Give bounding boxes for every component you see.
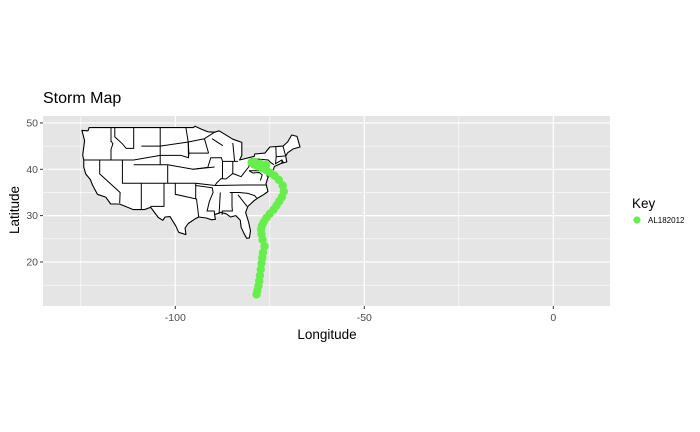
state-border xyxy=(195,185,216,215)
state-border xyxy=(204,131,215,140)
state-border xyxy=(150,183,165,207)
x-axis: -100 -50 0 xyxy=(165,306,556,324)
state-border xyxy=(274,156,284,165)
storm-point xyxy=(260,242,269,251)
legend-series-label: AL182012 xyxy=(648,216,685,225)
storm-track-points xyxy=(247,157,288,299)
us-outline xyxy=(81,125,301,239)
legend: Key AL182012 xyxy=(632,196,685,225)
state-border xyxy=(110,127,114,160)
state-border xyxy=(187,141,190,154)
state-border xyxy=(141,138,205,147)
legend-title: Key xyxy=(632,196,656,211)
legend-key-dot xyxy=(633,216,641,224)
state-border xyxy=(221,192,233,215)
state-border xyxy=(214,160,250,186)
state-border xyxy=(237,194,248,207)
y-axis: 20 30 40 50 xyxy=(26,117,43,268)
state-border xyxy=(276,155,286,158)
y-tick-label: 50 xyxy=(26,117,38,129)
state-border xyxy=(114,127,135,149)
state-border xyxy=(211,138,224,147)
state-border xyxy=(229,192,257,199)
y-tick-label: 30 xyxy=(26,210,38,222)
storm-point xyxy=(261,160,271,170)
state-border xyxy=(174,183,200,218)
chart-title: Storm Map xyxy=(43,90,121,107)
storm-point xyxy=(258,248,268,257)
state-border xyxy=(248,170,263,181)
state-border xyxy=(207,157,238,168)
state-border xyxy=(193,166,208,170)
us-state-map xyxy=(81,125,301,239)
x-tick-label: 0 xyxy=(550,312,556,324)
y-tick-label: 20 xyxy=(26,256,38,268)
state-border xyxy=(99,160,121,204)
y-tick-label: 40 xyxy=(26,164,38,176)
y-axis-title: Latitude xyxy=(7,186,22,234)
state-border xyxy=(218,192,221,214)
x-axis-title: Longitude xyxy=(297,327,356,342)
x-tick-label: -50 xyxy=(357,312,372,324)
state-border xyxy=(203,138,210,154)
state-border xyxy=(282,145,287,157)
x-tick-label: -100 xyxy=(165,312,186,324)
state-border xyxy=(232,142,236,162)
